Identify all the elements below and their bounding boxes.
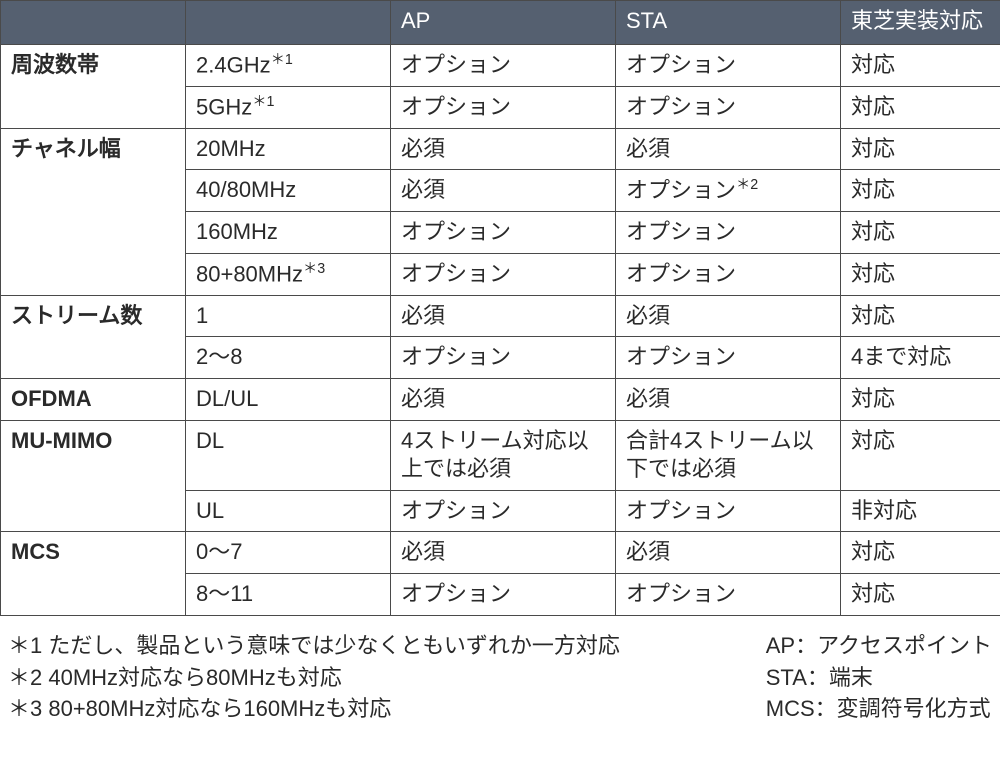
toshiba-cell: 対応 [841, 295, 1000, 337]
toshiba-cell: 対応 [841, 420, 1000, 490]
table-row: MCS0～7必須必須対応 [1, 532, 1000, 574]
toshiba-cell: 対応 [841, 212, 1000, 254]
spec-cell: 80+80MHz＊3 [186, 253, 391, 295]
footnotes-left: ＊1 ただし、製品という意味では少なくともいずれか一方対応 ＊2 40MHz対応… [8, 630, 620, 726]
superscript: ＊1 [252, 94, 274, 110]
ap-cell: オプション [391, 45, 616, 87]
footnote-3: ＊3 80+80MHz対応なら160MHzも対応 [8, 693, 620, 725]
superscript: ＊3 [303, 261, 325, 277]
spec-cell: 5GHz＊1 [186, 86, 391, 128]
sta-cell: オプション [616, 45, 841, 87]
sta-cell: オプション [616, 86, 841, 128]
header-ap: AP [391, 1, 616, 45]
table-row: 周波数帯2.4GHz＊1オプションオプション対応 [1, 45, 1000, 87]
group-label: MU-MIMO [1, 420, 186, 532]
footnote-2: ＊2 40MHz対応なら80MHzも対応 [8, 662, 620, 694]
spec-cell: DL/UL [186, 379, 391, 421]
sta-cell: 必須 [616, 128, 841, 170]
sta-cell: オプション＊2 [616, 170, 841, 212]
toshiba-cell: 対応 [841, 574, 1000, 616]
header-blank-2 [186, 1, 391, 45]
footnotes: ＊1 ただし、製品という意味では少なくともいずれか一方対応 ＊2 40MHz対応… [0, 616, 1000, 726]
spec-cell: 8～11 [186, 574, 391, 616]
ap-cell: オプション [391, 253, 616, 295]
spec-cell: 0～7 [186, 532, 391, 574]
legend-mcs: MCS：変調符号化方式 [766, 693, 992, 725]
toshiba-cell: 非対応 [841, 490, 1000, 532]
header-row: AP STA 東芝実装対応 [1, 1, 1000, 45]
toshiba-cell: 対応 [841, 128, 1000, 170]
toshiba-cell: 対応 [841, 253, 1000, 295]
ap-cell: オプション [391, 86, 616, 128]
sta-cell: 必須 [616, 379, 841, 421]
header-blank-1 [1, 1, 186, 45]
group-label: OFDMA [1, 379, 186, 421]
spec-cell: 40/80MHz [186, 170, 391, 212]
footnote-1: ＊1 ただし、製品という意味では少なくともいずれか一方対応 [8, 630, 620, 662]
legend-ap: AP：アクセスポイント [766, 630, 992, 662]
toshiba-cell: 対応 [841, 45, 1000, 87]
ap-cell: 4ストリーム対応以上では必須 [391, 420, 616, 490]
toshiba-cell: 対応 [841, 86, 1000, 128]
sta-cell: 必須 [616, 295, 841, 337]
toshiba-cell: 対応 [841, 379, 1000, 421]
header-sta: STA [616, 1, 841, 45]
sta-cell: 合計4ストリーム以下では必須 [616, 420, 841, 490]
sta-cell: オプション [616, 212, 841, 254]
toshiba-cell: 4まで対応 [841, 337, 1000, 379]
group-label: 周波数帯 [1, 45, 186, 129]
header-toshiba: 東芝実装対応 [841, 1, 1000, 45]
spec-cell: 2～8 [186, 337, 391, 379]
group-label: MCS [1, 532, 186, 615]
ap-cell: オプション [391, 574, 616, 616]
toshiba-cell: 対応 [841, 170, 1000, 212]
spec-cell: 1 [186, 295, 391, 337]
superscript: ＊1 [271, 52, 293, 68]
table-row: MU-MIMODL4ストリーム対応以上では必須合計4ストリーム以下では必須対応 [1, 420, 1000, 490]
ap-cell: 必須 [391, 379, 616, 421]
legend: AP：アクセスポイント STA：端末 MCS：変調符号化方式 [766, 630, 992, 726]
ap-cell: 必須 [391, 295, 616, 337]
ap-cell: 必須 [391, 532, 616, 574]
spec-cell: UL [186, 490, 391, 532]
table-row: OFDMADL/UL必須必須対応 [1, 379, 1000, 421]
ap-cell: オプション [391, 212, 616, 254]
sta-cell: オプション [616, 337, 841, 379]
sta-cell: オプション [616, 490, 841, 532]
table-row: チャネル幅20MHz必須必須対応 [1, 128, 1000, 170]
table-row: ストリーム数1必須必須対応 [1, 295, 1000, 337]
spec-table: AP STA 東芝実装対応 周波数帯2.4GHz＊1オプションオプション対応5G… [0, 0, 1000, 616]
toshiba-cell: 対応 [841, 532, 1000, 574]
group-label: チャネル幅 [1, 128, 186, 295]
spec-cell: 2.4GHz＊1 [186, 45, 391, 87]
sta-cell: 必須 [616, 532, 841, 574]
sta-cell: オプション [616, 253, 841, 295]
legend-sta: STA：端末 [766, 662, 992, 694]
spec-table-body: 周波数帯2.4GHz＊1オプションオプション対応5GHz＊1オプションオプション… [1, 45, 1000, 616]
group-label: ストリーム数 [1, 295, 186, 378]
ap-cell: オプション [391, 490, 616, 532]
sta-cell: オプション [616, 574, 841, 616]
superscript: ＊2 [736, 177, 758, 193]
ap-cell: 必須 [391, 170, 616, 212]
spec-cell: 160MHz [186, 212, 391, 254]
spec-cell: DL [186, 420, 391, 490]
ap-cell: オプション [391, 337, 616, 379]
ap-cell: 必須 [391, 128, 616, 170]
spec-cell: 20MHz [186, 128, 391, 170]
